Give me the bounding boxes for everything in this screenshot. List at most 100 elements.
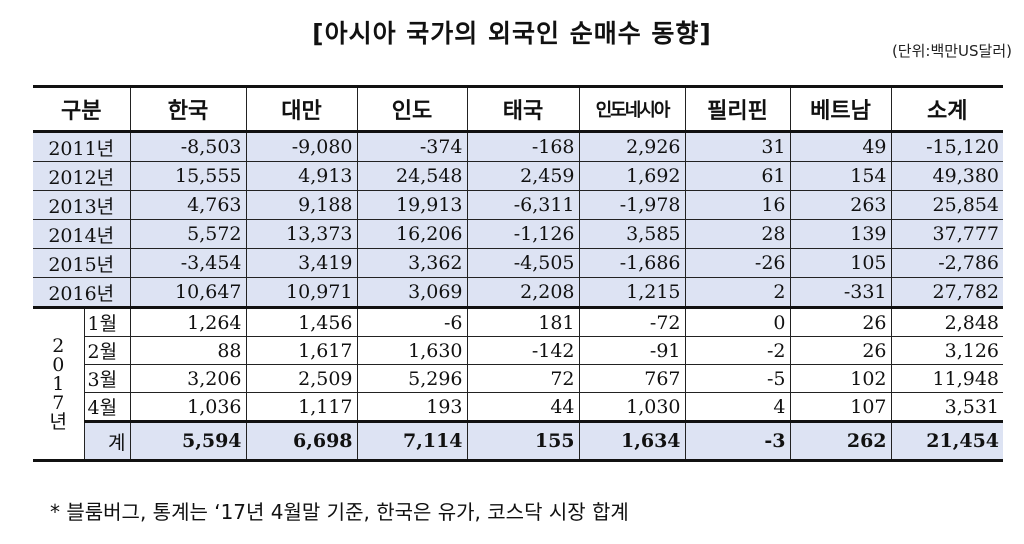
row-label: 2013년 (33, 190, 131, 220)
header-indonesia: 인도네시아 (578, 85, 686, 133)
year-char: 7 (52, 391, 65, 414)
total-cell: 5,594 (129, 420, 247, 462)
table-cell: 4,913 (245, 161, 358, 191)
table-row: 2012년 15,555 4,913 24,548 2,459 1,692 61 154 49,… (33, 161, 1004, 191)
table-cell: 15,555 (129, 161, 247, 191)
table-cell: 28 (684, 219, 791, 249)
row-label: 2016년 (33, 277, 131, 309)
table-row: 2 0 1 7 년 1월 1,264 1,456 -6 181 -72 0 26 2,848 (33, 307, 1004, 462)
total-cell: 1,634 (578, 420, 686, 462)
table-cell: 37,777 (890, 219, 1004, 249)
table-cell: 61 (684, 161, 791, 191)
table-cell: 3,531 (890, 392, 1004, 422)
table-cell: 3,362 (356, 248, 468, 278)
table-cell: 107 (789, 392, 892, 422)
total-cell: 155 (466, 420, 580, 462)
table-cell: 3,126 (890, 336, 1004, 365)
table-cell: 1,692 (578, 161, 686, 191)
month-label: 1월 (83, 307, 131, 337)
table-cell: 2,509 (245, 364, 358, 393)
table-cell: 5,572 (129, 219, 247, 249)
table-cell: 19,913 (356, 190, 468, 220)
table-cell: 181 (466, 307, 580, 337)
row-label: 2011년 (33, 131, 131, 162)
table-cell: -168 (466, 131, 580, 162)
table-cell: 2,208 (466, 277, 580, 309)
table-cell: -6 (356, 307, 468, 337)
header-philippines: 필리핀 (684, 85, 791, 133)
month-label: 3월 (84, 364, 131, 393)
table-cell: -9,080 (245, 131, 358, 162)
table-cell: 4,763 (129, 190, 247, 220)
table-cell: 13,373 (245, 219, 358, 249)
row-label: 2012년 (33, 161, 131, 191)
table-cell: 263 (789, 190, 892, 220)
total-cell: 7,114 (356, 420, 468, 462)
table-row: 2013년 4,763 9,188 19,913 -6,311 -1,978 16 263 25… (33, 190, 1004, 220)
table-cell: -2 (684, 336, 791, 365)
table-cell: 10,647 (129, 277, 247, 309)
header-korea: 한국 (129, 85, 247, 133)
table-cell: 10,971 (245, 277, 358, 309)
total-cell: 262 (789, 420, 892, 462)
table-cell: -142 (466, 336, 580, 365)
header-taiwan: 대만 (245, 85, 358, 133)
row-label: 2014년 (33, 219, 131, 249)
header-thailand: 태국 (466, 85, 580, 133)
table-cell: -5 (684, 364, 791, 393)
table-cell: 139 (789, 219, 892, 249)
table-cell: 3,585 (578, 219, 686, 249)
header-category: 구분 (33, 85, 131, 133)
table-cell: 9,188 (245, 190, 358, 220)
year-char: 0 (52, 353, 65, 376)
table-cell: 1,036 (129, 392, 247, 422)
table-cell: 2,459 (466, 161, 580, 191)
table-cell: 11,948 (890, 364, 1004, 393)
table-cell: -4,505 (466, 248, 580, 278)
table-cell: 2 (684, 277, 791, 309)
table-cell: 1,215 (578, 277, 686, 309)
table-cell: 1,617 (245, 336, 358, 365)
table-cell: 2,926 (578, 131, 686, 162)
table-cell: 154 (789, 161, 892, 191)
month-label: 4월 (84, 392, 131, 422)
table-cell: 102 (789, 364, 892, 393)
header-india: 인도 (356, 85, 468, 133)
table-cell: 31 (684, 131, 791, 162)
year-char: 2 (52, 334, 65, 357)
table-cell: 16 (684, 190, 791, 220)
table-cell: -331 (789, 277, 892, 309)
table-cell: -1,978 (578, 190, 686, 220)
footnote: * 블룸버그, 통계는 ‘17년 4월말 기준, 한국은 유가, 코스닥 시장 … (50, 500, 629, 524)
table-cell: 3,206 (129, 364, 247, 393)
table-cell: -2,786 (890, 248, 1004, 278)
table-cell: 49 (789, 131, 892, 162)
table-cell: 16,206 (356, 219, 468, 249)
table-cell: 3,069 (356, 277, 468, 309)
table-cell: 193 (356, 392, 468, 422)
table-cell: 24,548 (356, 161, 468, 191)
table-cell: 767 (578, 364, 686, 393)
total-cell: 6,698 (245, 420, 358, 462)
total-cell: -3 (684, 420, 791, 462)
table-cell: -8,503 (129, 131, 247, 162)
table-cell: 2,848 (890, 307, 1004, 337)
table-cell: 5,296 (356, 364, 468, 393)
table-title: [아시아 국가의 외국인 순매수 동향] (312, 19, 712, 48)
row-label: 2015년 (33, 248, 131, 278)
table-cell: 44 (466, 392, 580, 422)
header-row: 구분 한국 대만 인도 태국 인도네시아 필리핀 베트남 소계 (33, 85, 1004, 133)
table-cell: 26 (789, 336, 892, 365)
table-cell: 1,117 (245, 392, 358, 422)
table-row: 2월 88 1,617 1,630 -142 -91 -2 26 3,126 (33, 336, 1004, 365)
header-vietnam: 베트남 (789, 85, 892, 133)
table-cell: -91 (578, 336, 686, 365)
header-subtotal: 소계 (890, 85, 1004, 133)
total-label: 계 (84, 420, 131, 462)
year-char: 년 (49, 410, 67, 433)
table-cell: 3,419 (245, 248, 358, 278)
month-label: 2월 (84, 336, 131, 365)
table-cell: 1,030 (578, 392, 686, 422)
table-cell: 1,630 (356, 336, 468, 365)
